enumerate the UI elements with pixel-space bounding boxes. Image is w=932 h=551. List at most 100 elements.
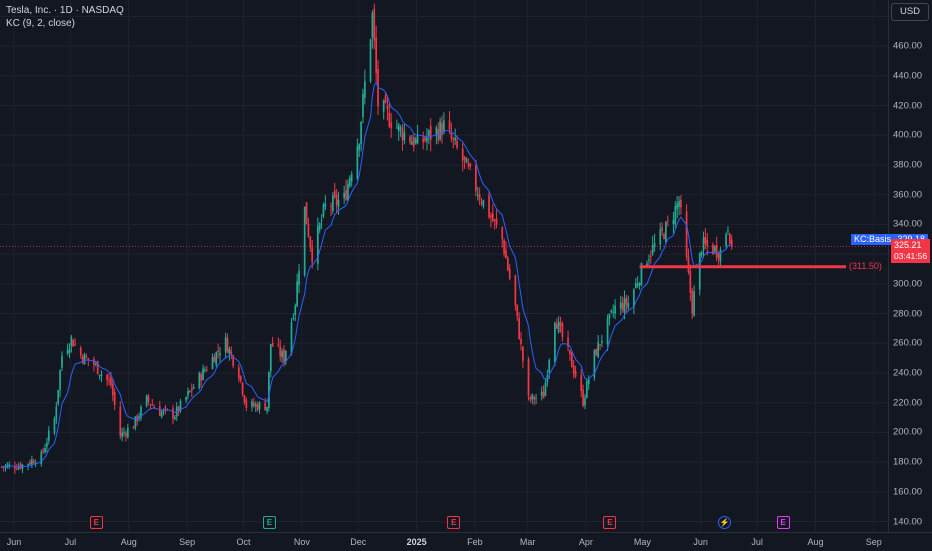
candle-body <box>200 374 203 381</box>
candle-body <box>215 351 218 366</box>
candle-body <box>693 291 695 317</box>
time-tick-label: Sep <box>865 537 882 547</box>
price-tick-label: 460.00 <box>893 40 923 52</box>
candle-body <box>296 281 298 307</box>
candle-body <box>177 406 180 412</box>
earnings-event-icon[interactable]: E <box>262 516 276 529</box>
candle-body <box>409 136 411 143</box>
candle-body <box>439 121 441 140</box>
candle-body <box>399 127 402 130</box>
candle-body <box>663 234 665 239</box>
candle-body <box>661 227 663 231</box>
bar-countdown: 03:41:56 <box>894 251 928 262</box>
candle-body <box>298 270 300 286</box>
candle-body <box>211 357 214 369</box>
candle-body <box>358 144 361 151</box>
candle-body <box>281 351 283 358</box>
candle-body <box>478 194 481 200</box>
candle-body <box>426 137 428 142</box>
candle-body <box>53 418 56 434</box>
indicator-legend[interactable]: KC (9, 2, close) <box>6 18 75 29</box>
candle-body <box>55 406 58 420</box>
symbol-title[interactable]: Tesla, Inc. · 1D · NASDAQ <box>6 5 124 16</box>
candle-body <box>264 402 267 411</box>
candle-body <box>332 195 334 212</box>
candle-body <box>606 318 609 344</box>
candle-body <box>253 402 255 407</box>
candle-body <box>292 318 295 320</box>
candle-body <box>29 462 31 465</box>
candle-body <box>81 356 84 363</box>
currency-button[interactable]: USD <box>891 3 929 21</box>
candle-body <box>373 8 376 41</box>
candle-body <box>561 323 564 338</box>
earnings-event-icon[interactable]: E <box>603 516 617 529</box>
candle-body <box>638 283 641 285</box>
candle-body <box>544 382 547 396</box>
candle-body <box>320 220 323 222</box>
candlestick-chart[interactable] <box>0 0 888 532</box>
time-tick-label: Dec <box>350 537 367 547</box>
candle-body <box>527 359 530 396</box>
candle-body <box>256 404 259 411</box>
candle-body <box>454 138 457 141</box>
candle-body <box>480 201 483 204</box>
candle-body <box>42 450 45 452</box>
earnings-event-icon[interactable]: E <box>776 516 790 529</box>
price-tick-label: 160.00 <box>893 486 923 498</box>
price-tick-label: 420.00 <box>893 100 923 111</box>
candle-body <box>687 256 690 273</box>
candle-body <box>689 271 692 294</box>
candle-body <box>678 200 680 208</box>
candle-body <box>93 359 95 365</box>
candle-body <box>416 134 419 144</box>
candle-body <box>277 344 280 346</box>
candle-body <box>258 402 261 410</box>
candle-body <box>584 397 586 406</box>
candle-body <box>0 466 3 468</box>
candle-body <box>123 432 125 434</box>
candle-body <box>505 250 507 259</box>
earnings-event-icon[interactable]: E <box>447 516 461 529</box>
candle-body <box>403 132 406 141</box>
candle-body <box>347 183 349 201</box>
dividend-event-icon[interactable]: ⚡ <box>718 516 732 529</box>
candle-body <box>121 432 124 437</box>
candle-body <box>179 400 182 411</box>
candle-body <box>704 236 707 244</box>
candle-body <box>422 138 425 143</box>
price-tick-label: 240.00 <box>893 367 923 379</box>
candle-body <box>172 408 174 419</box>
time-axis[interactable]: Jun Jul Aug Sep Oct Nov Dec 2025 Feb Mar Apr May Jun… <box>0 532 932 551</box>
candle-body <box>390 122 393 129</box>
candle-body <box>283 349 285 363</box>
candle-body <box>284 350 287 362</box>
candle-body <box>437 129 440 141</box>
candle-body <box>348 177 351 187</box>
time-tick-label: Nov <box>293 537 310 547</box>
candle-body <box>713 246 716 252</box>
candle-body <box>719 249 722 262</box>
candle-body <box>151 404 154 406</box>
candle-body <box>582 389 584 406</box>
candle-body <box>57 389 60 404</box>
candle-body <box>559 322 562 326</box>
horizontal-level-label[interactable]: (311.50) <box>849 260 882 271</box>
candle-body <box>369 39 372 82</box>
candle-body <box>382 100 385 112</box>
candle-body <box>476 194 479 196</box>
earnings-event-icon[interactable]: E <box>89 516 103 529</box>
candle-body <box>243 395 246 403</box>
candle-body <box>318 223 321 231</box>
candle-body <box>32 461 35 464</box>
chart-plot-area[interactable] <box>0 0 888 532</box>
candle-body <box>19 463 22 469</box>
candle-body <box>540 391 543 396</box>
candle-body <box>330 205 332 207</box>
candle-body <box>294 305 297 316</box>
candle-body <box>665 221 667 243</box>
candle-body <box>514 275 517 306</box>
candle-body <box>185 397 187 401</box>
price-axis[interactable]: 480.00460.00440.00420.00400.00380.00360.… <box>888 0 932 532</box>
candle-body <box>68 348 71 353</box>
